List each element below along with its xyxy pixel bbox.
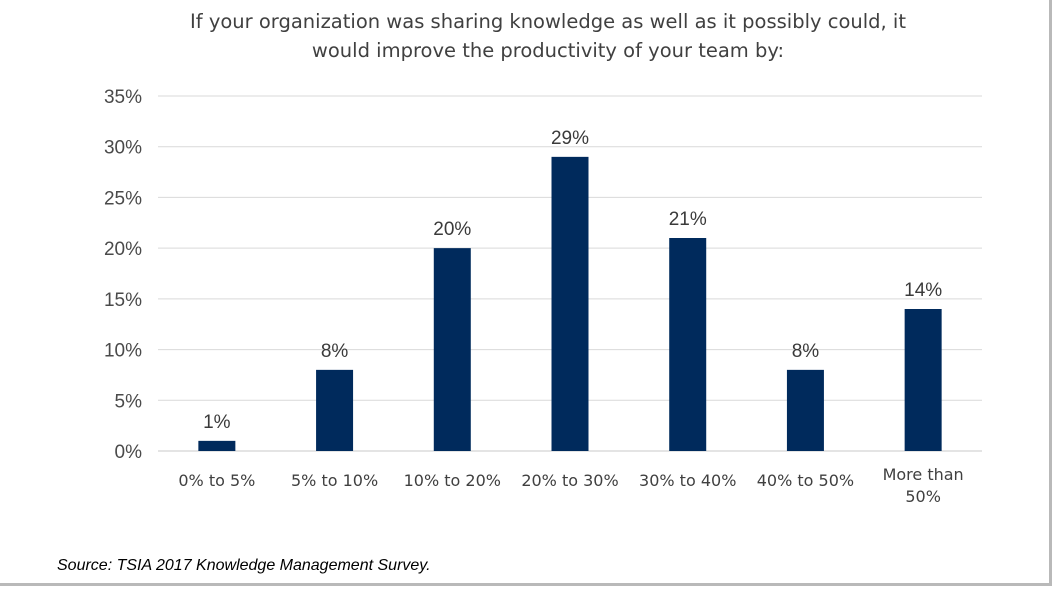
source-note: Source: TSIA 2017 Knowledge Management S… <box>57 557 431 574</box>
x-tick-label: 40% to 50% <box>757 471 854 490</box>
bar <box>669 238 707 451</box>
x-tick-label: 5% to 10% <box>291 471 378 490</box>
data-label: 14% <box>904 280 942 301</box>
data-label: 1% <box>203 412 231 433</box>
bar <box>198 440 236 451</box>
x-tick-label: 30% to 40% <box>639 471 736 490</box>
data-label: 8% <box>321 341 349 362</box>
data-labels: 1% 8% 20% 29% 21% 8% 14% <box>203 128 942 433</box>
y-tick-label: 10% <box>104 341 142 362</box>
y-tick-label: 35% <box>104 87 142 108</box>
data-label: 29% <box>551 128 589 149</box>
bars <box>198 156 942 451</box>
x-tick-label: 20% to 30% <box>521 471 618 490</box>
x-tick-label: 10% to 20% <box>404 471 501 490</box>
y-axis-ticks: 0% 5% 10% 15% 20% 25% 30% 35% <box>104 87 142 463</box>
x-tick-label: 0% to 5% <box>178 471 255 490</box>
bar <box>551 156 589 451</box>
y-tick-label: 20% <box>104 239 142 260</box>
y-tick-label: 30% <box>104 138 142 159</box>
x-axis-ticks: 0% to 5% 5% to 10% 10% to 20% 20% to 30% 30%… <box>178 465 963 506</box>
chart-title-line-1: If your organization was sharing knowled… <box>190 10 906 33</box>
chart-title-line-2: would improve the productivity of your t… <box>311 39 785 62</box>
bar <box>786 369 824 451</box>
y-tick-label: 15% <box>104 290 142 311</box>
figure-frame <box>0 0 1052 586</box>
data-label: 20% <box>433 219 471 240</box>
y-tick-label: 5% <box>115 391 143 412</box>
bar <box>433 248 471 451</box>
bar <box>904 309 942 451</box>
bar <box>316 369 354 451</box>
x-tick-label: More than 50% <box>883 465 964 506</box>
y-tick-label: 0% <box>115 442 143 463</box>
data-label: 21% <box>669 209 707 230</box>
data-label: 8% <box>792 341 820 362</box>
y-tick-label: 25% <box>104 188 142 209</box>
